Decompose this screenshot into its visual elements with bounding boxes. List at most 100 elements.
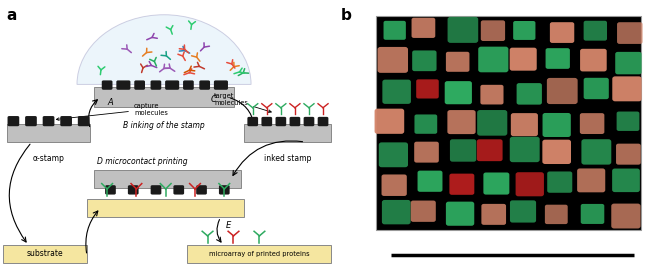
FancyBboxPatch shape xyxy=(580,204,605,224)
Bar xyxy=(376,16,640,230)
FancyBboxPatch shape xyxy=(577,168,605,192)
FancyBboxPatch shape xyxy=(510,48,537,71)
FancyBboxPatch shape xyxy=(382,80,411,104)
FancyBboxPatch shape xyxy=(448,17,478,43)
FancyBboxPatch shape xyxy=(105,185,116,195)
FancyBboxPatch shape xyxy=(60,116,72,126)
Bar xyxy=(187,245,332,263)
FancyBboxPatch shape xyxy=(214,80,228,90)
Bar xyxy=(87,199,244,217)
Text: E: E xyxy=(226,221,231,230)
FancyBboxPatch shape xyxy=(374,109,404,134)
FancyBboxPatch shape xyxy=(43,116,55,126)
FancyBboxPatch shape xyxy=(515,172,544,196)
FancyBboxPatch shape xyxy=(543,113,571,137)
FancyBboxPatch shape xyxy=(481,20,505,41)
Bar xyxy=(94,170,241,188)
Wedge shape xyxy=(77,15,251,84)
FancyBboxPatch shape xyxy=(616,52,642,74)
FancyBboxPatch shape xyxy=(510,137,540,162)
FancyBboxPatch shape xyxy=(513,21,536,40)
Text: substrate: substrate xyxy=(27,250,64,258)
FancyBboxPatch shape xyxy=(478,47,508,72)
FancyBboxPatch shape xyxy=(484,173,510,195)
FancyBboxPatch shape xyxy=(612,169,640,192)
FancyBboxPatch shape xyxy=(542,140,571,164)
Text: B inking of the stamp: B inking of the stamp xyxy=(123,121,205,130)
Bar xyxy=(3,245,87,263)
FancyBboxPatch shape xyxy=(289,117,300,126)
FancyBboxPatch shape xyxy=(248,117,258,126)
FancyBboxPatch shape xyxy=(415,114,437,134)
Text: α-stamp: α-stamp xyxy=(32,154,64,163)
FancyBboxPatch shape xyxy=(174,185,184,195)
FancyBboxPatch shape xyxy=(276,117,286,126)
FancyBboxPatch shape xyxy=(446,52,469,72)
Text: capture
molecules: capture molecules xyxy=(57,103,168,120)
FancyBboxPatch shape xyxy=(450,139,476,162)
Text: A: A xyxy=(107,98,113,107)
FancyBboxPatch shape xyxy=(116,80,131,90)
FancyBboxPatch shape xyxy=(151,185,161,195)
FancyBboxPatch shape xyxy=(612,76,642,101)
FancyBboxPatch shape xyxy=(511,113,538,136)
FancyBboxPatch shape xyxy=(447,110,476,134)
FancyBboxPatch shape xyxy=(417,171,443,192)
FancyBboxPatch shape xyxy=(517,83,542,105)
FancyBboxPatch shape xyxy=(446,202,474,226)
FancyBboxPatch shape xyxy=(547,172,572,193)
FancyBboxPatch shape xyxy=(617,22,643,44)
FancyBboxPatch shape xyxy=(384,21,406,40)
FancyBboxPatch shape xyxy=(510,200,536,223)
Text: microarray of printed proteins: microarray of printed proteins xyxy=(209,251,310,257)
FancyBboxPatch shape xyxy=(547,78,578,104)
FancyBboxPatch shape xyxy=(611,204,641,229)
FancyBboxPatch shape xyxy=(200,80,210,90)
FancyBboxPatch shape xyxy=(102,80,112,90)
FancyBboxPatch shape xyxy=(78,116,90,126)
FancyBboxPatch shape xyxy=(580,113,604,134)
FancyBboxPatch shape xyxy=(382,174,407,196)
FancyBboxPatch shape xyxy=(414,142,439,163)
FancyBboxPatch shape xyxy=(480,85,504,105)
FancyBboxPatch shape xyxy=(550,22,574,43)
FancyBboxPatch shape xyxy=(379,142,408,167)
Text: C: C xyxy=(211,95,216,104)
FancyBboxPatch shape xyxy=(411,18,436,38)
Text: inked stamp: inked stamp xyxy=(264,154,311,163)
FancyBboxPatch shape xyxy=(128,185,138,195)
Text: a: a xyxy=(6,8,17,23)
FancyBboxPatch shape xyxy=(477,110,507,136)
FancyBboxPatch shape xyxy=(25,116,37,126)
FancyBboxPatch shape xyxy=(318,117,328,126)
FancyBboxPatch shape xyxy=(411,200,436,222)
FancyBboxPatch shape xyxy=(8,116,20,126)
FancyBboxPatch shape xyxy=(482,204,506,225)
FancyBboxPatch shape xyxy=(617,111,640,131)
FancyBboxPatch shape xyxy=(580,49,606,72)
FancyBboxPatch shape xyxy=(545,48,570,69)
FancyBboxPatch shape xyxy=(135,80,145,90)
FancyBboxPatch shape xyxy=(581,139,611,165)
FancyBboxPatch shape xyxy=(545,205,567,224)
FancyBboxPatch shape xyxy=(378,47,408,73)
FancyBboxPatch shape xyxy=(477,139,502,161)
FancyBboxPatch shape xyxy=(165,80,179,90)
FancyBboxPatch shape xyxy=(261,117,272,126)
Text: b: b xyxy=(341,8,352,23)
FancyBboxPatch shape xyxy=(151,80,161,90)
FancyBboxPatch shape xyxy=(584,21,607,41)
Text: D microcontact printing: D microcontact printing xyxy=(97,157,188,166)
Bar xyxy=(94,87,234,107)
FancyBboxPatch shape xyxy=(412,50,437,71)
FancyBboxPatch shape xyxy=(219,185,229,195)
FancyBboxPatch shape xyxy=(616,144,641,165)
FancyBboxPatch shape xyxy=(416,79,439,99)
FancyBboxPatch shape xyxy=(304,117,315,126)
FancyBboxPatch shape xyxy=(449,174,474,195)
FancyBboxPatch shape xyxy=(183,80,194,90)
FancyBboxPatch shape xyxy=(196,185,207,195)
FancyBboxPatch shape xyxy=(584,78,609,99)
FancyBboxPatch shape xyxy=(445,81,472,104)
Text: target
molecules: target molecules xyxy=(214,93,271,113)
